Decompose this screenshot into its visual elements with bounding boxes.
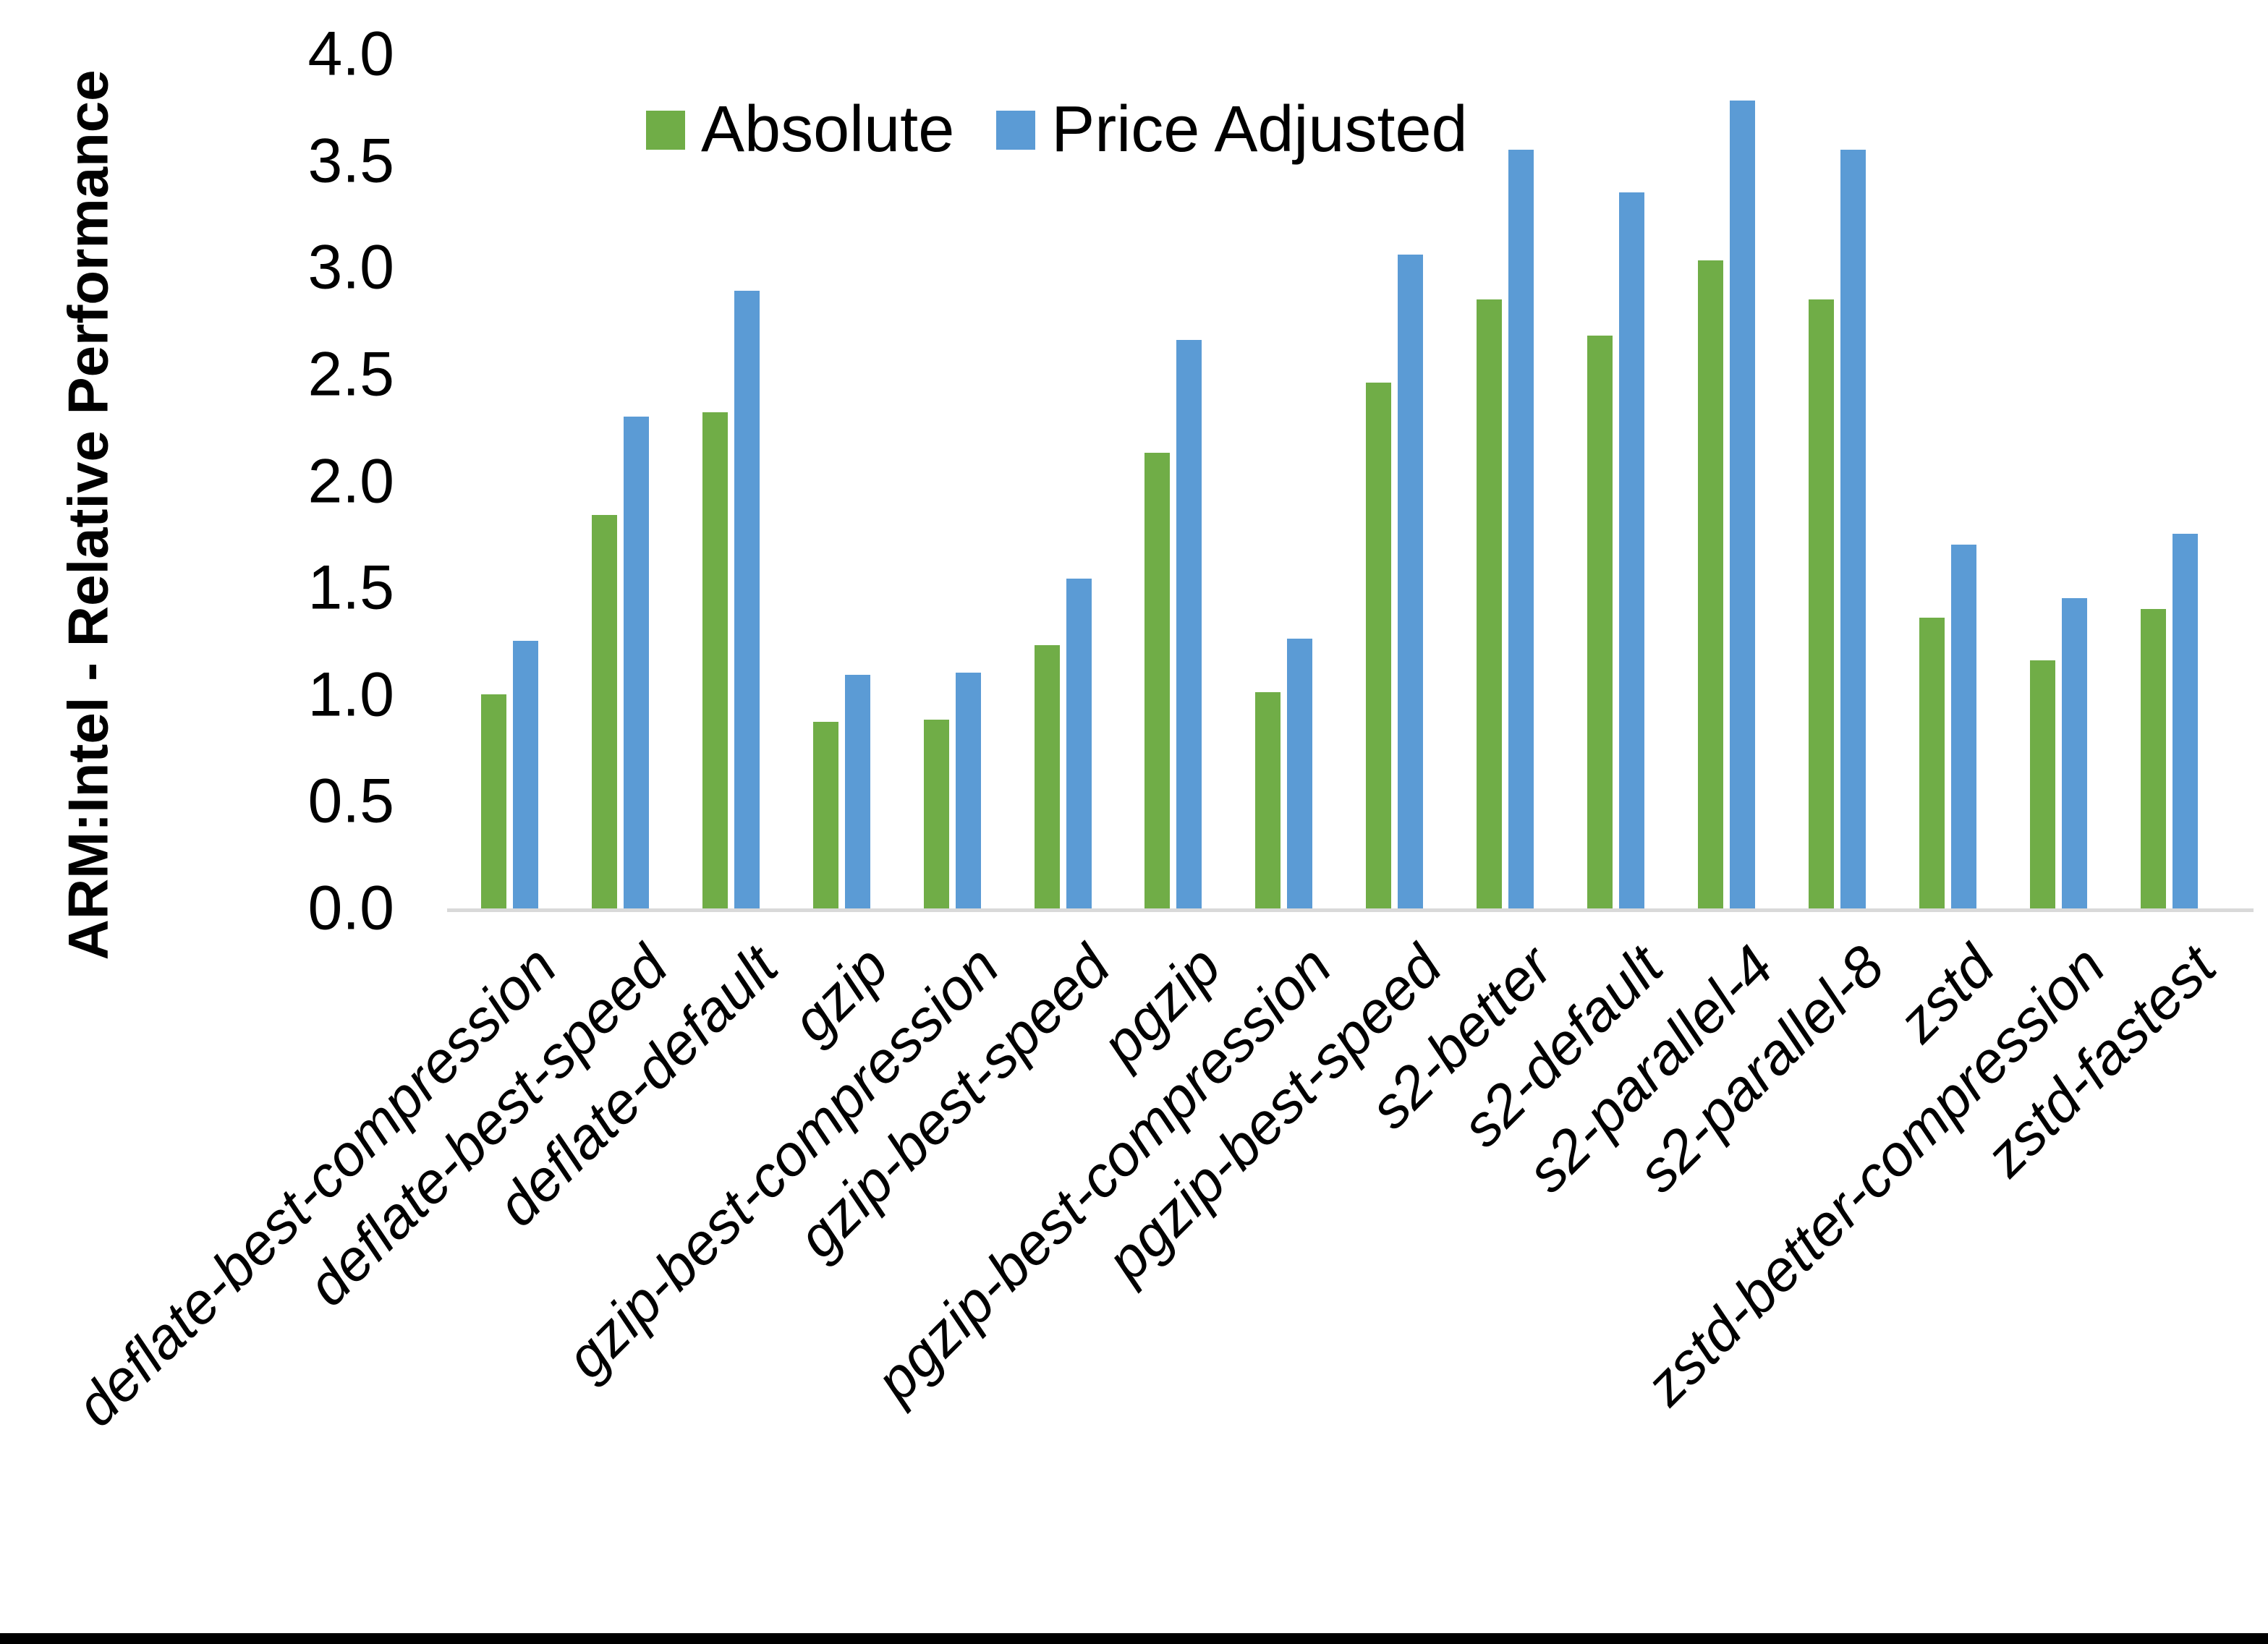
bar-gzip-best-compression-absolute [923, 720, 949, 910]
y-axis-tick-label: 0.5 [307, 766, 394, 836]
legend-swatch-absolute-icon [646, 110, 685, 150]
bar-pgzip-best-compression-price-adjusted [1287, 639, 1313, 910]
legend: Absolute Price Adjusted [646, 93, 1468, 167]
legend-item-absolute: Absolute [646, 93, 954, 167]
bar-s2-default-absolute [1587, 335, 1613, 910]
bar-s2-parallel-4-price-adjusted [1729, 101, 1755, 910]
bar-gzip-best-speed-price-adjusted [1066, 579, 1092, 910]
bar-gzip-best-compression-price-adjusted [955, 673, 981, 910]
bar-s2-parallel-8-absolute [1808, 299, 1834, 910]
bar-gzip-absolute [812, 722, 838, 910]
y-axis-tick-label: 2.5 [307, 339, 394, 409]
bar-zstd-fastest-absolute [2140, 608, 2166, 910]
y-axis-tick-label: 4.0 [307, 19, 394, 89]
bar-deflate-best-compression-absolute [481, 694, 506, 910]
bar-pgzip-best-speed-price-adjusted [1398, 254, 1424, 910]
bar-s2-better-absolute [1477, 299, 1503, 910]
bar-deflate-default-absolute [702, 412, 728, 910]
legend-label-price-adjusted: Price Adjusted [1051, 93, 1468, 166]
y-axis-tick-label: 2.0 [307, 446, 394, 516]
bar-zstd-better-compression-absolute [2029, 660, 2055, 910]
bar-gzip-price-adjusted [844, 675, 870, 910]
bar-pgzip-best-speed-absolute [1366, 382, 1392, 910]
bar-zstd-fastest-price-adjusted [2172, 534, 2198, 910]
y-axis-title: ARM:Intel - Relative Performance [56, 69, 120, 961]
y-axis-tick-label: 3.0 [307, 232, 394, 302]
legend-item-price-adjusted: Price Adjusted [996, 93, 1468, 167]
bar-s2-parallel-4-absolute [1697, 260, 1723, 910]
bar-deflate-default-price-adjusted [734, 290, 760, 910]
bar-s2-better-price-adjusted [1508, 149, 1534, 910]
bar-pgzip-price-adjusted [1176, 339, 1202, 910]
x-axis-line [447, 908, 2254, 912]
bar-pgzip-absolute [1144, 453, 1171, 910]
bar-s2-parallel-8-price-adjusted [1840, 149, 1866, 910]
bar-pgzip-best-compression-absolute [1255, 691, 1281, 910]
bar-zstd-better-compression-price-adjusted [2061, 597, 2087, 910]
bar-deflate-best-speed-price-adjusted [623, 416, 649, 910]
bar-zstd-price-adjusted [1950, 545, 1976, 910]
bar-gzip-best-speed-absolute [1034, 644, 1060, 910]
legend-swatch-price-adjusted-icon [996, 110, 1036, 150]
bar-s2-default-price-adjusted [1619, 192, 1644, 910]
y-axis-tick-label: 1.5 [307, 553, 394, 623]
y-axis-tick-label: 3.5 [307, 126, 394, 196]
legend-label-absolute: Absolute [701, 93, 955, 166]
bar-deflate-best-speed-absolute [591, 514, 617, 910]
y-axis-tick-label: 0.0 [307, 873, 394, 943]
bar-zstd-absolute [1919, 617, 1945, 910]
bar-deflate-best-compression-price-adjusted [513, 640, 538, 910]
y-axis-tick-label: 1.0 [307, 660, 394, 730]
bottom-border [0, 1633, 2268, 1644]
